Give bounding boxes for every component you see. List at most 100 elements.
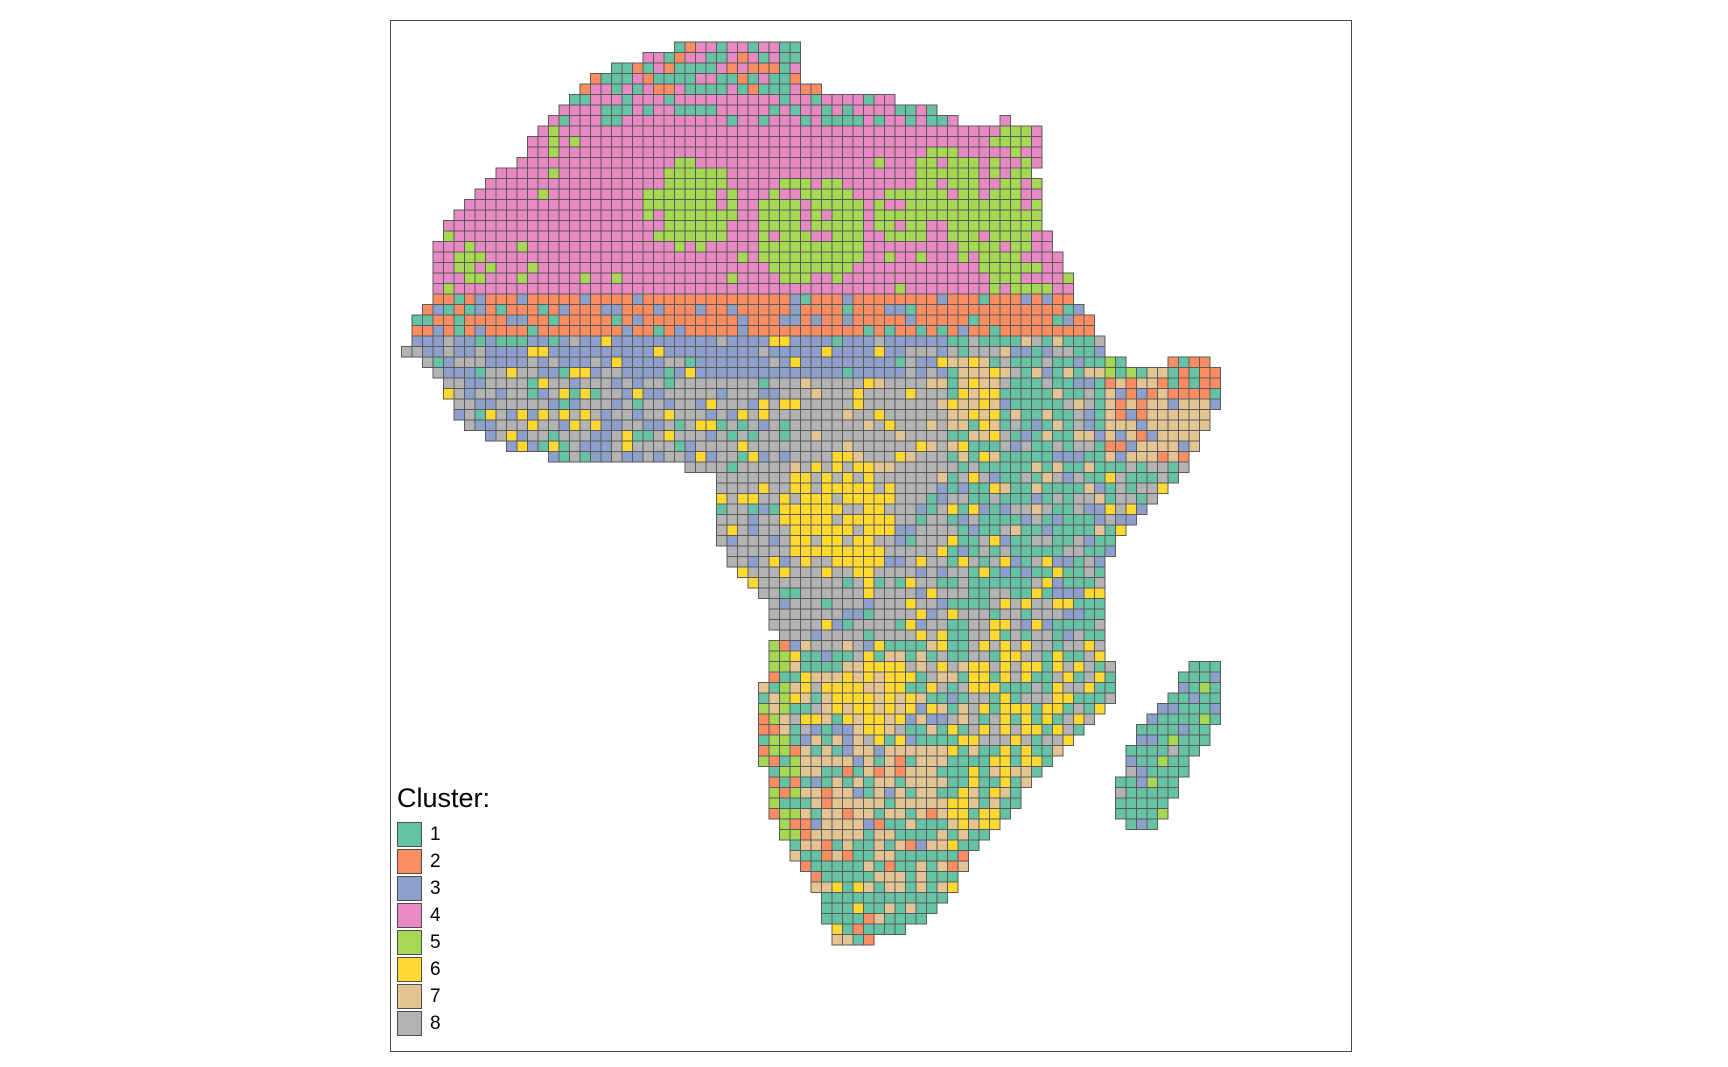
grid-cell [653,325,665,337]
grid-cell [758,188,770,200]
grid-cell [558,451,570,463]
grid-cell [789,703,801,715]
grid-cell [800,251,812,263]
grid-cell [999,388,1011,400]
grid-cell [852,577,864,589]
grid-cell [768,115,780,127]
grid-cell [873,556,885,568]
grid-cell [716,52,728,64]
grid-cell [674,104,686,116]
grid-cell [558,304,570,316]
grid-cell [737,251,749,263]
grid-cell [590,356,602,368]
grid-cell [810,94,822,106]
grid-cell [1062,283,1074,295]
grid-cell [968,230,980,242]
grid-cell [842,881,854,893]
grid-cell [1062,419,1074,431]
grid-cell [1083,451,1095,463]
grid-cell [642,136,654,148]
grid-cell [443,283,455,295]
grid-cell [611,209,623,221]
grid-cell [758,262,770,274]
grid-cell [884,398,896,410]
grid-cell [443,377,455,389]
grid-cell [590,262,602,274]
grid-cell [1094,682,1106,694]
grid-cell [978,346,990,358]
grid-cell [821,545,833,557]
grid-cell [1094,608,1106,620]
grid-cell [1052,314,1064,326]
grid-cell [621,178,633,190]
grid-cell [936,619,948,631]
grid-cell [989,220,1001,232]
grid-cell [579,325,591,337]
grid-cell [779,398,791,410]
grid-cell [852,283,864,295]
grid-cell [558,230,570,242]
grid-cell [506,325,518,337]
grid-cell [663,199,675,211]
grid-cell [1052,608,1064,620]
grid-cell [569,157,581,169]
grid-cell [726,283,738,295]
grid-cell [1052,566,1064,578]
grid-cell [989,241,1001,253]
grid-cell [1041,283,1053,295]
grid-cell [1020,125,1032,137]
grid-cell [873,598,885,610]
grid-cell [1178,377,1190,389]
grid-cell [737,346,749,358]
grid-cell [548,293,560,305]
grid-cell [915,241,927,253]
grid-cell [569,430,581,442]
grid-cell [789,377,801,389]
grid-cell [947,388,959,400]
grid-cell [915,902,927,914]
grid-cell [884,209,896,221]
grid-cell [915,650,927,662]
grid-cell [1041,314,1053,326]
grid-cell [821,314,833,326]
grid-cell [789,367,801,379]
grid-cell [894,577,906,589]
grid-cell [579,314,591,326]
grid-cell [968,640,980,652]
grid-cell [768,482,780,494]
grid-cell [1041,703,1053,715]
grid-cell [464,199,476,211]
grid-cell [432,367,444,379]
grid-cell [789,314,801,326]
grid-cell [1083,713,1095,725]
grid-cell [905,713,917,725]
grid-cell [894,136,906,148]
grid-cell [831,199,843,211]
grid-cell [716,167,728,179]
grid-cell [905,461,917,473]
grid-cell [1020,713,1032,725]
grid-cell [1020,514,1032,526]
grid-cell [957,755,969,767]
grid-cell [495,398,507,410]
grid-cell [663,262,675,274]
grid-cell [905,640,917,652]
grid-cell [716,125,728,137]
grid-cell [758,230,770,242]
grid-cell [842,640,854,652]
grid-cell [737,73,749,85]
grid-cell [800,755,812,767]
grid-cell [653,314,665,326]
grid-cell [978,241,990,253]
grid-cell [1020,650,1032,662]
grid-cell [1094,409,1106,421]
grid-cell [642,230,654,242]
grid-cell [485,377,497,389]
grid-cell [1199,356,1211,368]
grid-cell [957,314,969,326]
grid-cell [768,787,780,799]
grid-cell [674,146,686,158]
grid-cell [789,461,801,473]
grid-cell [947,209,959,221]
grid-cell [1020,503,1032,515]
